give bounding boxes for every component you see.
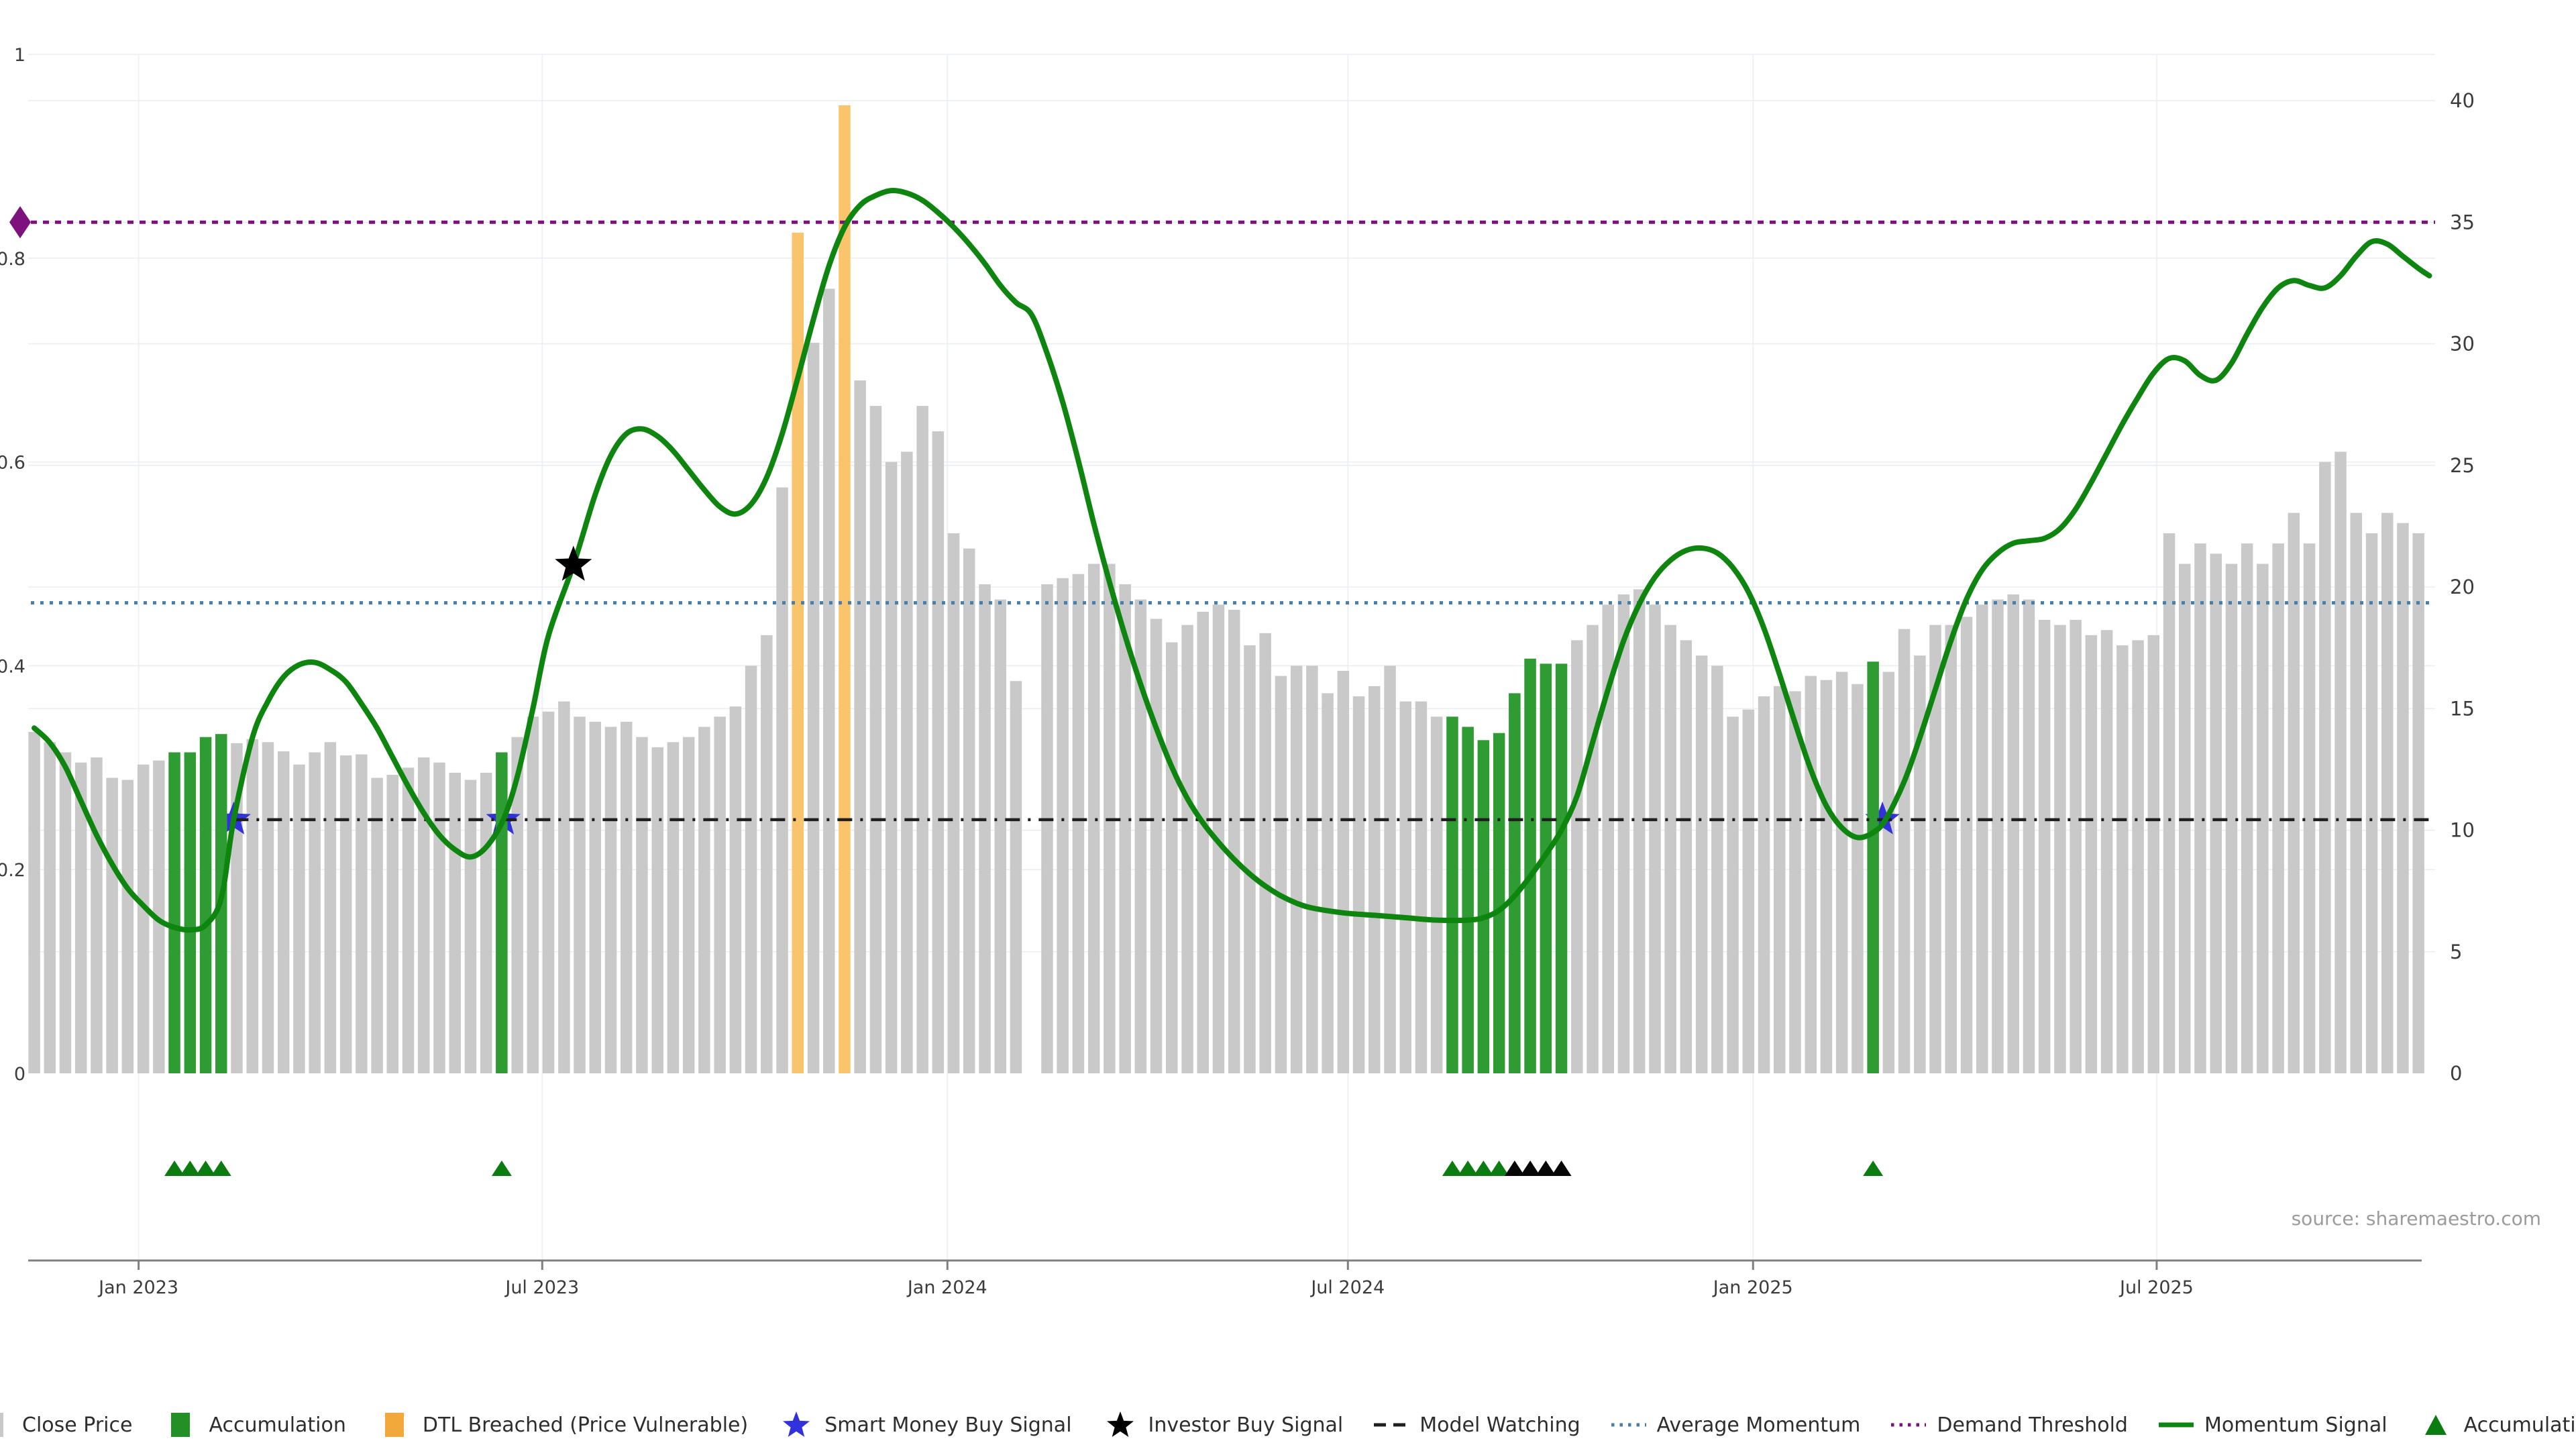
smart-money-star-icon: [777, 1410, 815, 1440]
legend-label: Average Momentum: [1656, 1413, 1861, 1437]
svg-text:Jul 2025: Jul 2025: [2118, 1277, 2194, 1298]
svg-text:20: 20: [2450, 576, 2475, 598]
svg-text:30: 30: [2450, 333, 2475, 356]
investor-star-icon: [1102, 1410, 1139, 1440]
svg-text:Jan 2023: Jan 2023: [97, 1277, 178, 1298]
svg-text:10: 10: [2450, 819, 2475, 842]
legend-item-demand-threshold: Demand Threshold: [1890, 1410, 2128, 1440]
legend-item-close-price: Close Price: [0, 1410, 132, 1440]
svg-text:0: 0: [2450, 1062, 2462, 1085]
svg-text:Jan 2024: Jan 2024: [906, 1277, 987, 1298]
svg-text:25: 25: [2450, 454, 2475, 477]
legend-label: Accumulation: [209, 1413, 346, 1437]
legend-label: Accumulation: [2463, 1413, 2576, 1437]
demand-threshold-swatch: [1890, 1410, 1927, 1440]
momentum-signal-swatch: [2157, 1410, 2195, 1440]
accumulation-bar-swatch: [162, 1410, 199, 1440]
model-watching-swatch: [1373, 1410, 1410, 1440]
svg-text:Jan 2025: Jan 2025: [1712, 1277, 1793, 1298]
legend-item-smart-money-buy: Smart Money Buy Signal: [777, 1410, 1072, 1440]
close-price-swatch: [0, 1410, 13, 1440]
legend-label: Model Watching: [1419, 1413, 1580, 1437]
legend-label: DTL Breached (Price Vulnerable): [422, 1413, 749, 1437]
dtl-breached-swatch: [376, 1410, 413, 1440]
legend-item-accumulation-bar: Accumulation: [162, 1410, 346, 1440]
source-credit: source: sharemaestro.com: [2291, 1208, 2541, 1230]
accumulation-triangle-icon: [2417, 1410, 2455, 1440]
legend-item-model-watching: Model Watching: [1373, 1410, 1580, 1440]
legend-label: Demand Threshold: [1937, 1413, 2128, 1437]
svg-text:15: 15: [2450, 697, 2475, 720]
legend-label: Smart Money Buy Signal: [824, 1413, 1072, 1437]
svg-text:40: 40: [2450, 89, 2475, 112]
legend-label: Close Price: [22, 1413, 133, 1437]
svg-text:Jul 2024: Jul 2024: [1309, 1277, 1385, 1298]
legend-item-dtl-breached: DTL Breached (Price Vulnerable): [376, 1410, 748, 1440]
legend-item-investor-buy: Investor Buy Signal: [1102, 1410, 1344, 1440]
svg-text:35: 35: [2450, 211, 2475, 233]
legend-item-momentum-signal: Momentum Signal: [2157, 1410, 2387, 1440]
svg-text:1: 1: [14, 45, 25, 66]
svg-text:0.6: 0.6: [0, 453, 25, 474]
svg-text:0.2: 0.2: [0, 860, 25, 881]
chart-legend: Close Price Accumulation DTL Breached (P…: [0, 1410, 2576, 1440]
legend-label: Momentum Signal: [2204, 1413, 2387, 1437]
svg-text:0.4: 0.4: [0, 656, 25, 677]
legend-label: Investor Buy Signal: [1148, 1413, 1344, 1437]
legend-item-average-momentum: Average Momentum: [1610, 1410, 1861, 1440]
svg-text:5: 5: [2450, 941, 2462, 963]
svg-text:Jul 2023: Jul 2023: [504, 1277, 579, 1298]
svg-text:0.8: 0.8: [0, 249, 25, 270]
legend-item-accumulation-triangle: Accumulation: [2417, 1410, 2576, 1440]
average-momentum-swatch: [1610, 1410, 1648, 1440]
svg-text:0: 0: [14, 1064, 25, 1085]
